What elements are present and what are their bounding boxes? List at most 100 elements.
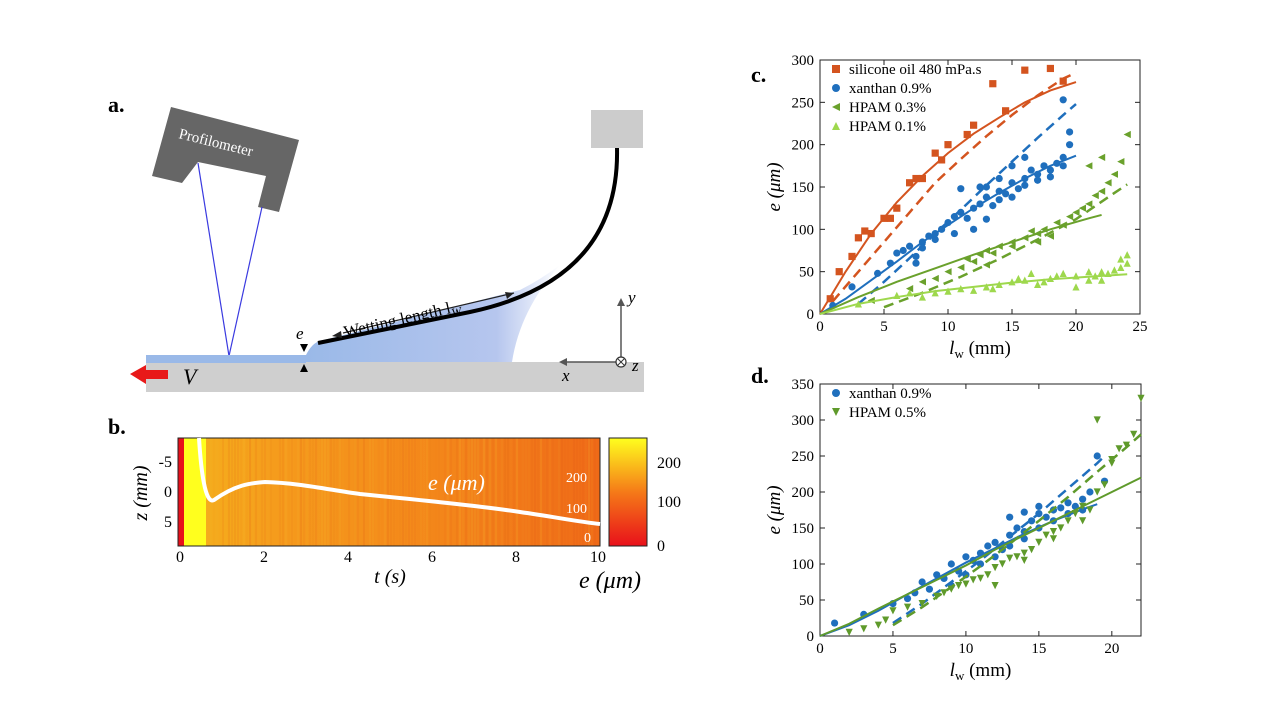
data-point bbox=[970, 286, 978, 294]
panel-label-a: a. bbox=[108, 92, 125, 117]
data-point bbox=[918, 174, 926, 183]
data-point bbox=[944, 218, 952, 227]
y-tick-label: 0 bbox=[807, 307, 815, 323]
heatmap-streak bbox=[216, 438, 218, 546]
data-point bbox=[1027, 546, 1036, 554]
y-tick-label: 0 bbox=[807, 629, 815, 645]
heatmap-streak bbox=[579, 438, 581, 546]
data-point bbox=[861, 227, 869, 235]
data-point bbox=[1093, 488, 1101, 496]
data-point bbox=[976, 200, 984, 208]
data-point bbox=[976, 183, 984, 191]
data-point bbox=[1027, 166, 1035, 174]
data-point bbox=[955, 582, 963, 590]
legend-entry: silicone oil 480 mPa.s bbox=[849, 62, 982, 78]
y-tick-label: 150 bbox=[792, 521, 815, 537]
legend-entry: HPAM 0.1% bbox=[849, 119, 926, 135]
heatmap-streak bbox=[327, 438, 329, 546]
heatmap-streak bbox=[303, 438, 305, 546]
data-point bbox=[918, 238, 927, 246]
heatmap-streak bbox=[543, 438, 545, 546]
thickness-curve bbox=[197, 437, 601, 526]
data-point bbox=[906, 179, 914, 187]
thickness-label: e bbox=[296, 324, 304, 343]
data-point bbox=[963, 255, 971, 263]
heatmap-streak bbox=[516, 438, 518, 546]
data-point bbox=[906, 289, 914, 297]
data-point bbox=[933, 592, 941, 600]
data-point bbox=[991, 538, 999, 547]
data-point bbox=[854, 234, 862, 242]
data-point bbox=[1078, 204, 1086, 212]
heatmap-streak bbox=[564, 438, 566, 546]
data-point bbox=[1085, 162, 1093, 170]
data-point bbox=[1034, 238, 1042, 246]
data-point bbox=[1027, 269, 1035, 277]
heatmap-streak bbox=[450, 438, 452, 546]
y-tick-label: 200 bbox=[792, 138, 815, 154]
data-point bbox=[940, 589, 948, 597]
data-point bbox=[918, 600, 926, 608]
inner-tick-0: 0 bbox=[584, 531, 591, 546]
meniscus-liquid bbox=[306, 265, 560, 362]
data-point bbox=[832, 122, 840, 130]
data-point bbox=[1085, 200, 1093, 208]
heatmap-xlabel: t (s) bbox=[374, 566, 406, 588]
heatmap-streak bbox=[552, 438, 554, 546]
heatmap-streak bbox=[456, 438, 458, 546]
data-point bbox=[1021, 276, 1029, 284]
data-point bbox=[880, 214, 888, 222]
heatmap-red-edge bbox=[178, 438, 184, 546]
ytick: 5 bbox=[164, 514, 172, 531]
heatmap-streak bbox=[576, 438, 578, 546]
data-point bbox=[995, 242, 1003, 250]
data-point bbox=[1059, 96, 1067, 104]
legend-entry: HPAM 0.5% bbox=[849, 405, 926, 421]
data-point bbox=[1021, 174, 1029, 183]
data-point bbox=[976, 251, 984, 259]
data-point bbox=[899, 246, 907, 255]
data-point bbox=[1046, 64, 1054, 73]
data-point bbox=[1020, 556, 1028, 564]
data-point bbox=[1057, 504, 1065, 512]
data-point bbox=[1021, 181, 1029, 189]
data-point bbox=[995, 196, 1003, 204]
heatmap-streak bbox=[537, 438, 539, 546]
data-point bbox=[1053, 218, 1061, 227]
inner-tick-100: 100 bbox=[566, 502, 587, 517]
data-point bbox=[832, 84, 840, 92]
velocity-label: V bbox=[183, 364, 199, 389]
data-point bbox=[1085, 268, 1093, 276]
heatmap-streak bbox=[360, 438, 362, 546]
data-point bbox=[1072, 208, 1080, 216]
data-point bbox=[963, 130, 971, 139]
data-point bbox=[947, 560, 955, 568]
data-point bbox=[1008, 242, 1016, 250]
data-point bbox=[947, 585, 955, 593]
data-point bbox=[1098, 268, 1106, 276]
data-point bbox=[982, 283, 990, 291]
colorbar-tick-100: 100 bbox=[657, 494, 681, 511]
data-point bbox=[1117, 158, 1125, 166]
data-point bbox=[1042, 531, 1050, 539]
data-point bbox=[991, 564, 999, 572]
heatmap-streak bbox=[243, 438, 245, 546]
series-2 bbox=[819, 130, 1131, 315]
heatmap-streak bbox=[234, 438, 236, 546]
fit-line-solid bbox=[819, 213, 1102, 315]
data-point bbox=[886, 259, 895, 267]
heatmap-streak bbox=[279, 438, 281, 546]
data-point bbox=[1046, 274, 1054, 283]
data-point bbox=[1035, 538, 1043, 546]
data-point bbox=[832, 408, 840, 416]
xtick: 4 bbox=[344, 549, 352, 566]
heatmap-streak bbox=[285, 438, 287, 546]
heatmap-streak bbox=[306, 438, 308, 546]
data-point bbox=[1122, 441, 1131, 449]
data-point bbox=[1123, 259, 1131, 267]
data-point bbox=[1108, 456, 1116, 464]
data-point bbox=[944, 287, 952, 295]
data-point bbox=[944, 268, 952, 276]
heatmap-streak bbox=[372, 438, 374, 546]
